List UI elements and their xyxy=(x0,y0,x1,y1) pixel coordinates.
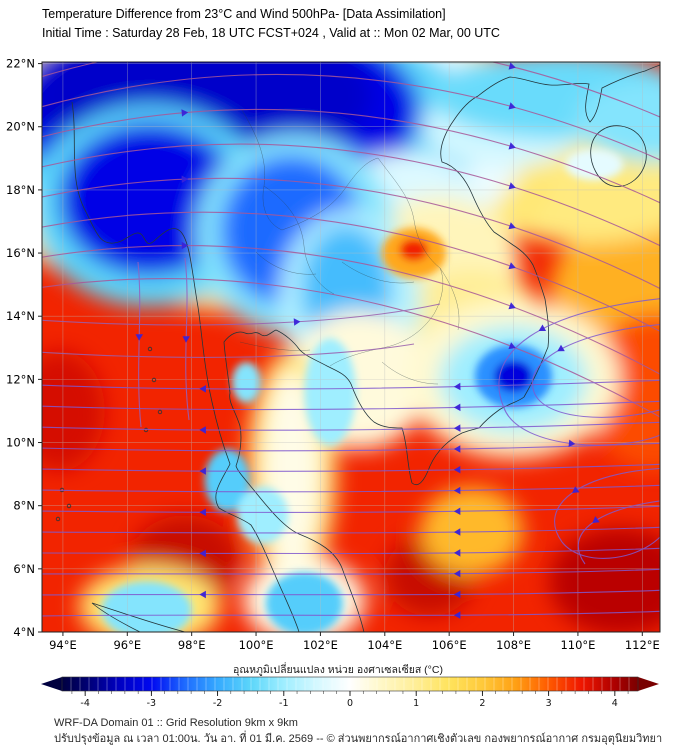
svg-text:1: 1 xyxy=(413,698,419,709)
svg-text:20°N: 20°N xyxy=(6,120,35,134)
svg-text:110°E: 110°E xyxy=(560,638,595,652)
svg-text:8°N: 8°N xyxy=(13,499,35,513)
y-axis-labels: 22°N 20°N 18°N 16°N 14°N 12°N 10°N 8°N 6°N 4°N xyxy=(6,57,35,639)
svg-text:12°N: 12°N xyxy=(6,372,35,386)
svg-text:112°E: 112°E xyxy=(625,638,660,652)
svg-text:94°E: 94°E xyxy=(49,638,77,652)
svg-text:14°N: 14°N xyxy=(6,309,35,323)
svg-text:-2: -2 xyxy=(213,698,222,709)
svg-text:108°E: 108°E xyxy=(496,638,531,652)
svg-text:4: 4 xyxy=(612,698,618,709)
grid-layer xyxy=(42,62,660,632)
title-block: Temperature Difference from 23°C and Win… xyxy=(42,5,500,43)
svg-text:16°N: 16°N xyxy=(6,246,35,260)
svg-text:6°N: 6°N xyxy=(13,562,35,576)
colorbar-left-arrow xyxy=(41,677,62,691)
colorbar-tick-labels: -4 -3 -2 -1 0 1 2 3 4 xyxy=(80,691,618,709)
svg-text:98°E: 98°E xyxy=(178,638,206,652)
streamline-layer xyxy=(42,62,660,617)
wind-arrows xyxy=(135,62,600,619)
x-axis-labels: 94°E 96°E 98°E 100°E 102°E 104°E 106°E 108°E 110… xyxy=(49,638,660,652)
svg-text:10°N: 10°N xyxy=(6,436,35,450)
axis-ticks xyxy=(38,63,643,636)
svg-text:-1: -1 xyxy=(279,698,288,709)
svg-text:-4: -4 xyxy=(80,698,89,709)
svg-text:102°E: 102°E xyxy=(303,638,338,652)
colorbar-canvas: -4 -3 -2 -1 0 1 2 3 4 xyxy=(41,676,659,709)
svg-text:0: 0 xyxy=(347,698,353,709)
footer-update-info: ปรับปรุงข้อมูล ณ เวลา 01:00น. วัน อา. ที… xyxy=(54,733,663,745)
svg-text:104°E: 104°E xyxy=(367,638,402,652)
chart-title: Temperature Difference from 23°C and Win… xyxy=(42,7,446,21)
svg-text:3: 3 xyxy=(546,698,552,709)
svg-text:22°N: 22°N xyxy=(6,57,35,71)
svg-text:-3: -3 xyxy=(147,698,156,709)
footer-block: WRF-DA Domain 01 :: Grid Resolution 9km … xyxy=(54,715,662,747)
map-canvas: 94°E 96°E 98°E 100°E 102°E 104°E 106°E 108°E 110… xyxy=(6,57,661,652)
footer-domain-info: WRF-DA Domain 01 :: Grid Resolution 9km … xyxy=(54,717,298,729)
colorbar-right-arrow xyxy=(638,677,659,691)
svg-text:2: 2 xyxy=(479,698,485,709)
colorbar-label: อุณหภูมิเปลี่ยนแปลง หน่วย องศาเซลเซียส (… xyxy=(233,664,443,676)
svg-text:100°E: 100°E xyxy=(239,638,274,652)
svg-text:106°E: 106°E xyxy=(432,638,467,652)
chart-subtitle: Initial Time : Saturday 28 Feb, 18 UTC F… xyxy=(42,26,500,40)
svg-text:18°N: 18°N xyxy=(6,183,35,197)
field-layer xyxy=(42,62,660,632)
svg-text:4°N: 4°N xyxy=(13,625,35,639)
svg-text:96°E: 96°E xyxy=(113,638,141,652)
province-borders xyxy=(239,109,460,385)
